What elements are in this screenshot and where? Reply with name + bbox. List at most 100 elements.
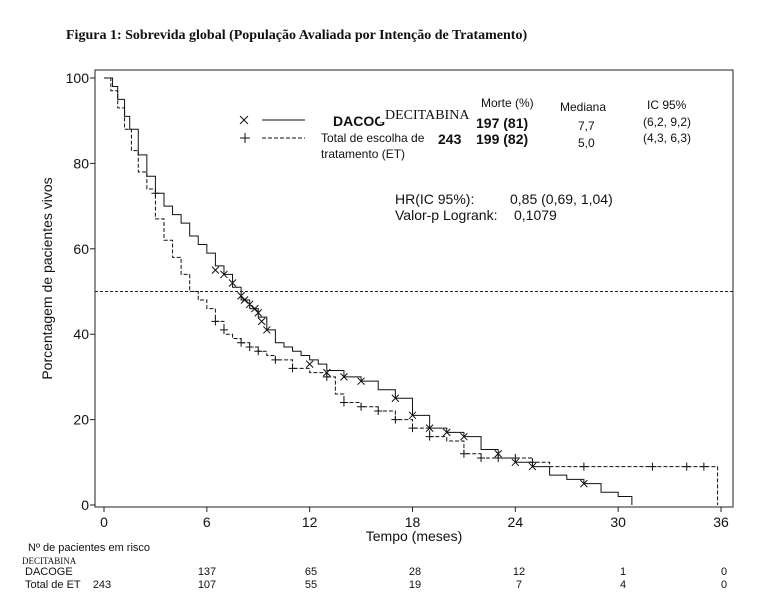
censor-mark-plus (408, 424, 417, 433)
censor-mark-plus (699, 462, 708, 471)
censor-mark-plus (237, 338, 246, 347)
censor-mark-x (262, 326, 271, 334)
legend-header-mediana: Mediana (560, 100, 606, 114)
censor-mark-plus (682, 462, 691, 471)
legend: Morte (%) Mediana IC 95% DACOG DECITABINA 197… (239, 96, 691, 161)
x-tick-label: 30 (610, 514, 626, 530)
y-tick-label: 20 (73, 412, 89, 428)
censor-mark-plus (219, 325, 228, 334)
risk-cell: 1 (619, 566, 627, 578)
legend-x-marker (239, 115, 249, 125)
x-tick-label: 24 (508, 514, 524, 530)
legend-mediana-et: 5,0 (578, 136, 595, 150)
censor-mark-x (305, 360, 314, 368)
censor-mark-x (494, 449, 503, 458)
y-tick-label: 0 (81, 497, 89, 513)
risk-cell: 243 (92, 579, 112, 591)
censor-mark-plus (459, 449, 468, 458)
y-tick-label: 100 (66, 70, 90, 86)
censor-mark-x (580, 479, 588, 488)
censor-mark-x (211, 266, 220, 275)
censor-mark-plus (339, 398, 348, 407)
censor-mark-x (528, 462, 537, 471)
censor-mark-x (220, 270, 228, 279)
risk-cell: 4 (619, 579, 627, 591)
risk-cell: 7 (515, 579, 523, 591)
risk-cell: 55 (304, 579, 318, 591)
censor-mark-x (511, 458, 520, 467)
survival-curves (104, 77, 719, 505)
risk-cell: 137 (197, 566, 217, 578)
x-tick-label: 36 (713, 514, 729, 530)
censor-mark-plus (494, 454, 503, 463)
x-tick-label: 12 (302, 514, 318, 530)
legend-header-morte: Morte (%) (481, 96, 534, 110)
censor-mark-x (357, 377, 365, 386)
y-tick-label: 80 (73, 155, 89, 171)
legend-name-et-2: tratamento (ET) (321, 147, 405, 161)
censor-mark-plus (477, 454, 486, 463)
censor-mark-plus (528, 458, 537, 467)
legend-name-dacog: DACOG (333, 113, 385, 129)
figure-title: Figura 1: Sobrevida global (População Av… (66, 28, 528, 43)
risk-cell: 0 (720, 579, 728, 591)
legend-overlay-bg (380, 104, 474, 122)
censor-mark-x (408, 411, 417, 420)
risk-cell: 19 (408, 579, 422, 591)
x-axis-label: Tempo (meses) (366, 528, 462, 544)
legend-name-et-1: Total de escolha de (321, 131, 425, 145)
y-axis-label: Porcentagem de pacientes vivos (39, 177, 55, 379)
censor-mark-plus (374, 407, 383, 416)
legend-header-ic: IC 95% (647, 98, 687, 112)
legend-n-dacogen: 197 (81) (476, 115, 528, 131)
legend-plus-marker (240, 133, 250, 143)
risk-table-heading: Nº de pacientes em risco (28, 542, 151, 554)
censor-mark-plus (391, 415, 400, 424)
censor-mark-plus (151, 189, 160, 198)
x-tick-label: 0 (100, 514, 108, 530)
censor-mark-plus (211, 317, 220, 326)
censor-mark-x (340, 373, 348, 381)
censor-mark-plus (271, 355, 280, 364)
risk-cell: 65 (304, 566, 318, 578)
censor-mark-x (228, 279, 237, 287)
x-tick-label: 18 (405, 514, 421, 530)
hr-label: HR(IC 95%): (395, 191, 474, 207)
censor-mark-plus (254, 347, 263, 356)
y-tick-label: 60 (73, 241, 89, 257)
risk-row-label: DACOGE (25, 566, 73, 578)
censor-mark-plus (322, 372, 331, 381)
pvalue-label: Valor-p Logrank: (395, 207, 497, 223)
plot-area (94, 69, 734, 508)
legend-mediana-dacogen: 7,7 (578, 119, 595, 133)
legend-ic-dacogen: (6,2, 9,2) (643, 115, 691, 129)
plot-border (94, 69, 734, 508)
risk-cell: 28 (408, 566, 422, 578)
censor-mark-x (240, 296, 249, 304)
censor-mark-x (257, 317, 266, 326)
y-tick-label: 40 (73, 326, 89, 342)
censor-mark-x (237, 291, 245, 300)
censor-mark-x (250, 304, 259, 313)
risk-cell: 107 (197, 579, 217, 591)
censor-mark-x (460, 432, 468, 441)
legend-name-decitabina: DECITABINA (385, 108, 470, 123)
censor-mark-plus (357, 402, 366, 411)
censor-mark-x (254, 308, 263, 317)
risk-table-overlay: DECITABINA (22, 556, 77, 566)
risk-cell: 0 (720, 566, 728, 578)
risk-cell: 12 (512, 566, 526, 578)
axis-ticks: 0 6 12 18 24 30 36 0 20 40 60 80 100 (66, 70, 729, 530)
censor-mark-plus (648, 462, 657, 471)
censor-mark-x (391, 394, 400, 403)
censor-mark-plus (579, 462, 588, 471)
series-et-line (104, 77, 719, 505)
x-tick-label: 6 (203, 514, 211, 530)
censor-mark-x (442, 428, 451, 437)
censor-mark-plus (511, 454, 520, 463)
censor-mark-plus (245, 343, 254, 352)
censor-mark-plus (425, 432, 434, 441)
legend-n-total-et: 243 (438, 131, 462, 147)
pvalue-value: 0,1079 (514, 207, 557, 223)
